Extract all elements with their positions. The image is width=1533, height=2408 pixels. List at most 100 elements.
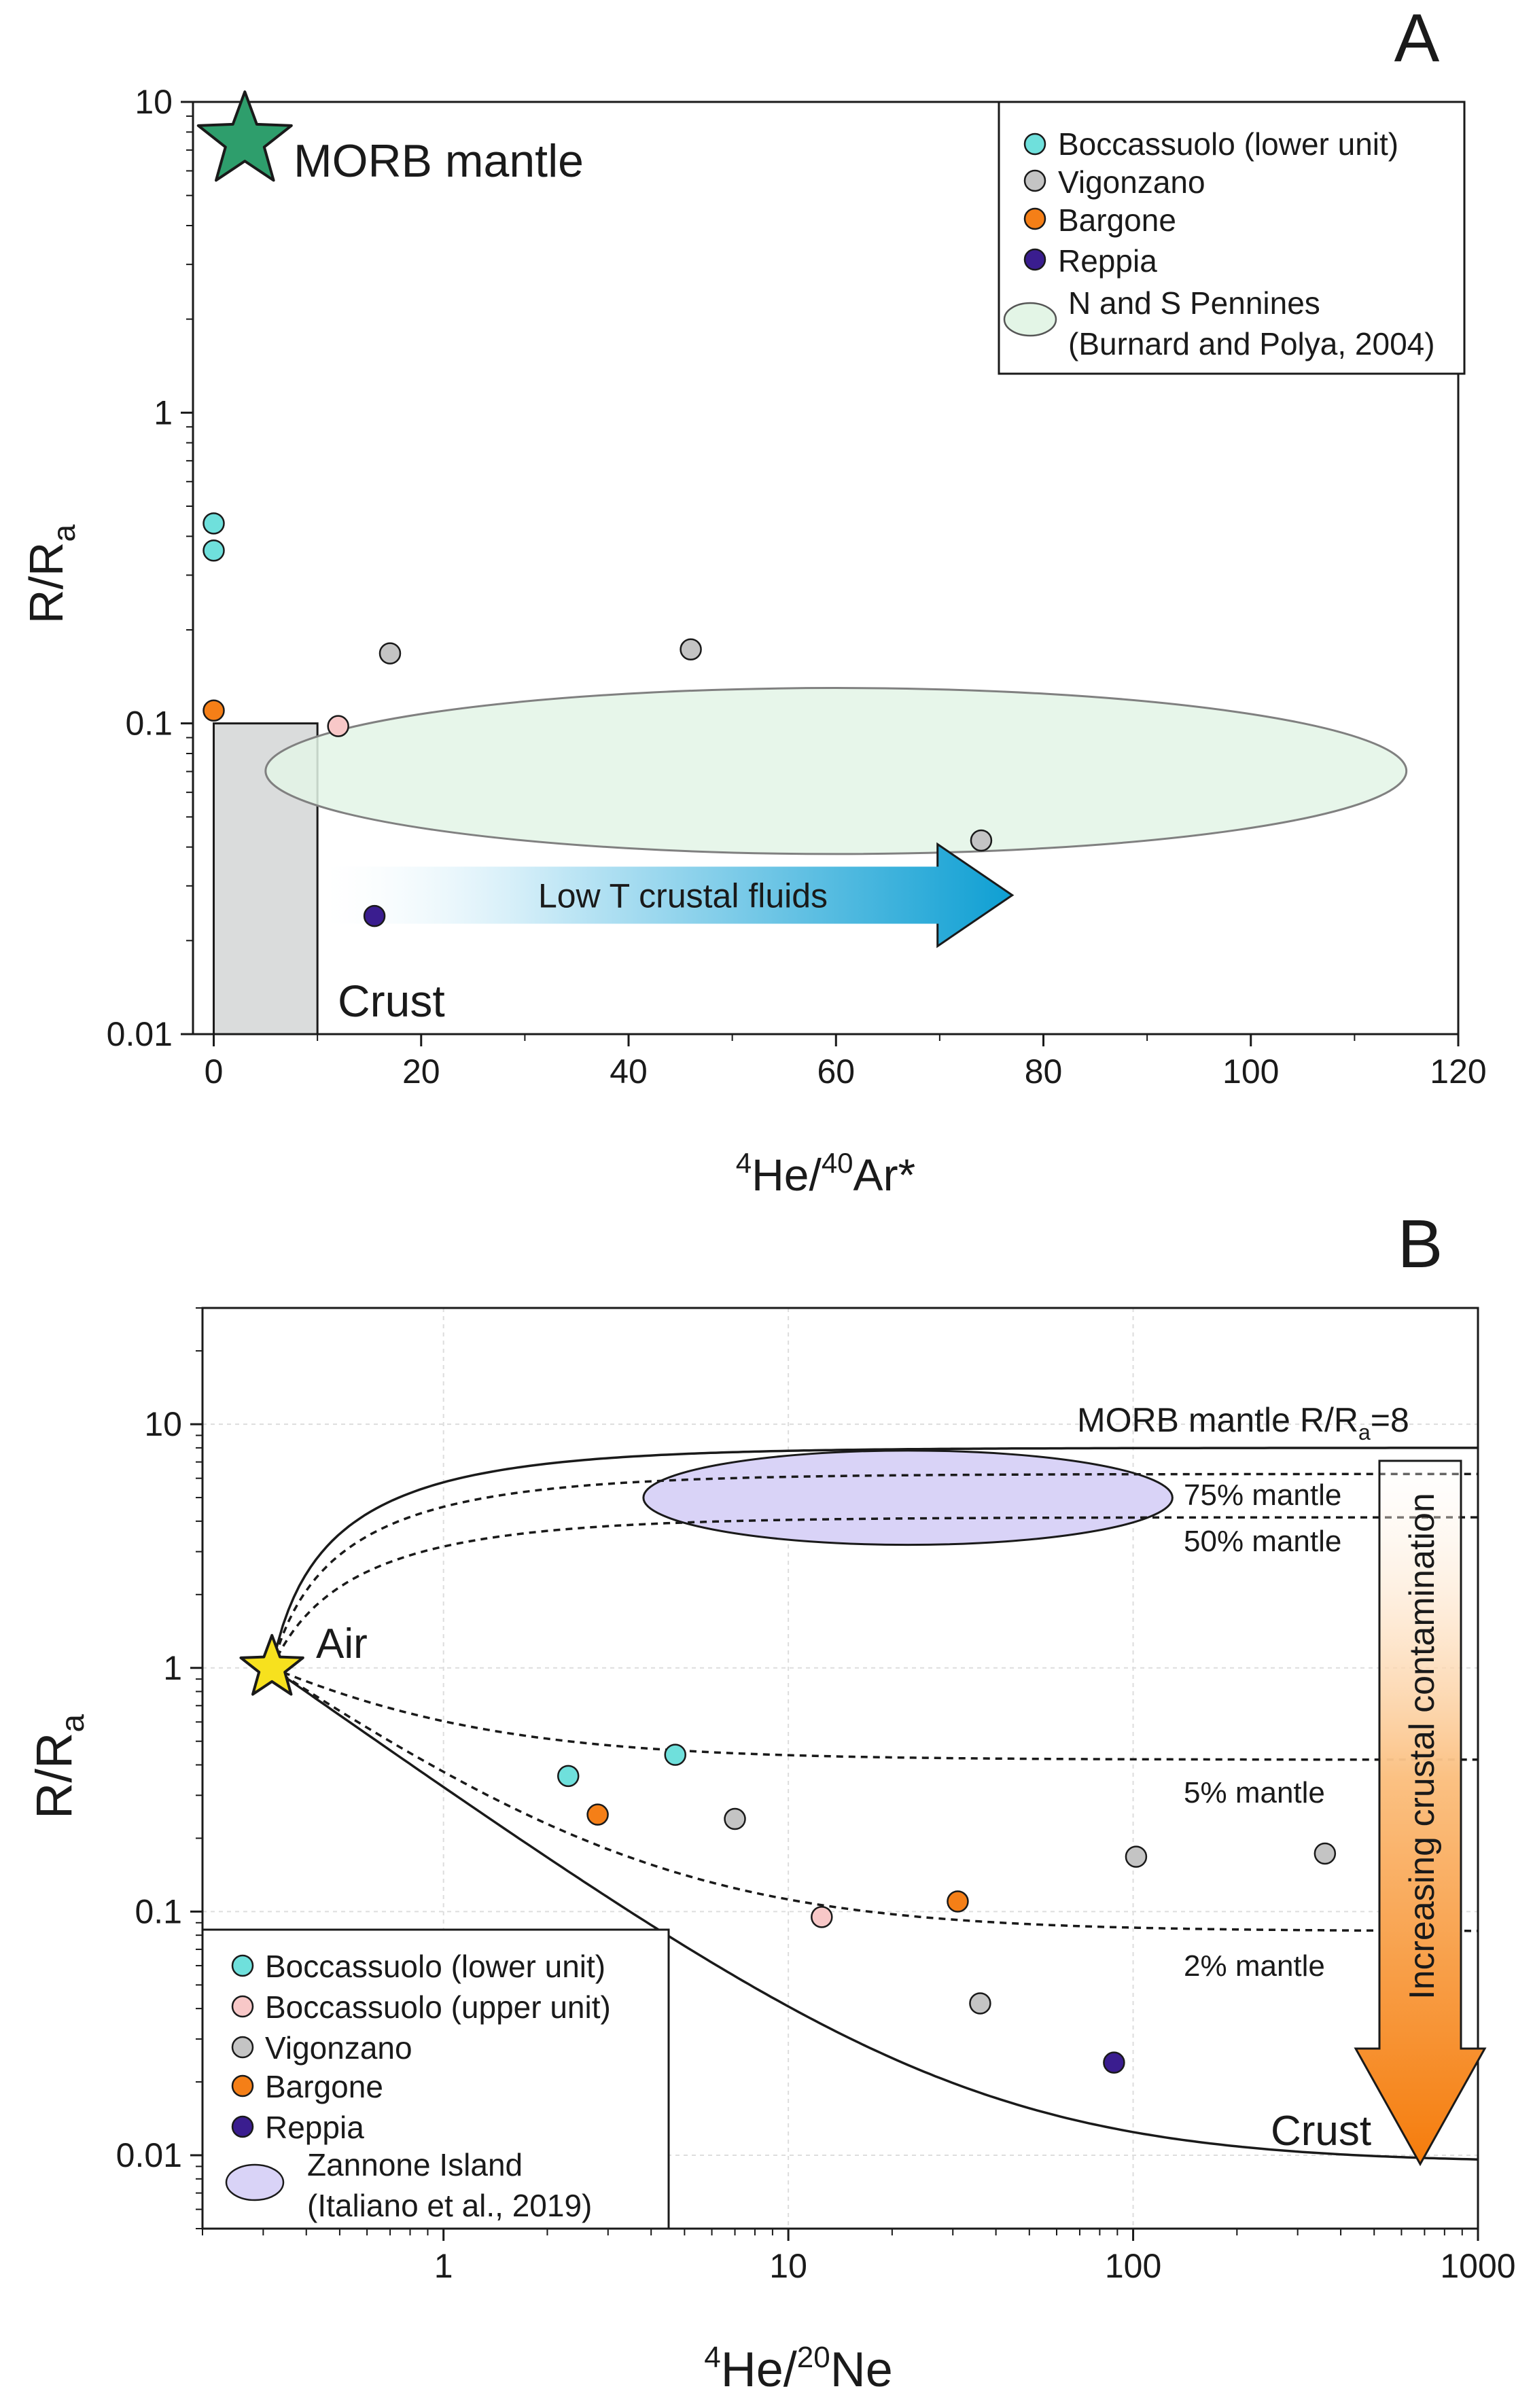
panel-b-frame <box>201 1307 1479 2230</box>
arrow-label: Low T crustal fluids <box>538 877 828 915</box>
panel-b-points <box>557 1743 1337 2074</box>
panel-b-xlabel: 4He/20Ne <box>704 2341 893 2397</box>
x-tick-label: 80 <box>1025 1052 1063 1091</box>
crust-label: Crust <box>338 976 445 1026</box>
low-t-arrow <box>325 842 1015 949</box>
data-point-vigonzano <box>680 638 702 661</box>
y-tick-label: 0.1 <box>135 1892 182 1930</box>
legend-ellipse-pennines <box>1003 302 1057 337</box>
mixing-line <box>270 1447 1478 1669</box>
x-tick-label: 1000 <box>1440 2247 1515 2285</box>
panel-a-ylabel: R/Ra <box>20 525 82 624</box>
y-tick-label: 0.01 <box>116 2136 182 2174</box>
legend-dot-bargone <box>1023 207 1046 230</box>
data-point-vigonzano <box>969 1992 991 2015</box>
legend-label: Reppia <box>265 2110 364 2145</box>
morb-mantle-label: MORB mantle <box>294 135 584 187</box>
data-point-bargone <box>947 1890 969 1913</box>
pennines-ellipse <box>264 687 1408 855</box>
y-tick-label: 10 <box>144 1405 182 1443</box>
morb-mantle-ratio-label: MORB mantle R/Ra=8 <box>1077 1401 1409 1445</box>
mixing-line <box>271 1667 1478 1932</box>
legend-box <box>998 101 1466 375</box>
panel-a-ticks: 0 20 40 60 80 100 120 0.01 0.1 1 10 <box>107 83 1487 1091</box>
data-point-vigonzano <box>1314 1842 1337 1865</box>
legend-dot-boccassuolo-upper <box>231 1995 254 2018</box>
x-tick-label: 20 <box>402 1052 440 1091</box>
data-point-vigonzano <box>378 642 402 665</box>
x-tick-label: 100 <box>1105 2247 1161 2285</box>
data-point-vigonzano <box>1125 1845 1148 1868</box>
x-tick-label: 0 <box>205 1052 224 1091</box>
legend-label: Boccassuolo (lower unit) <box>265 1949 605 1984</box>
x-tick-label: 60 <box>817 1052 855 1091</box>
mixing-line <box>271 1667 1478 1761</box>
legend-label: (Burnard and Polya, 2004) <box>1068 326 1435 361</box>
zannone-field <box>642 1449 1174 1546</box>
legend-dot-vigonzano <box>231 2036 254 2059</box>
y-tick-label: 1 <box>163 1649 182 1687</box>
legend-dot-bargone <box>231 2074 254 2097</box>
x-tick-label: 40 <box>610 1052 648 1091</box>
legend-label: Vigonzano <box>1058 164 1205 200</box>
legend-label: Bargone <box>265 2069 383 2104</box>
legend-label: (Italiano et al., 2019) <box>307 2188 592 2223</box>
legend-ellipse-zannone <box>225 2163 285 2201</box>
y-tick-label: 0.01 <box>107 1015 173 1053</box>
label-50-mantle: 50% mantle <box>1184 1525 1341 1558</box>
data-point-vigonzano <box>970 829 993 852</box>
mixing-lines <box>270 1447 1479 2161</box>
legend-dot-boccassuolo-lower <box>231 1954 254 1977</box>
panel-a-points <box>202 512 993 927</box>
panel-b: Increasing crustal contamination 1 10 100 1… <box>26 1206 1516 2397</box>
zannone-ellipse <box>642 1449 1174 1546</box>
mixing-line <box>271 1667 1479 2161</box>
arrow-down-icon <box>1354 1459 1487 2167</box>
data-point-reppia <box>363 904 386 927</box>
data-point-reppia <box>1103 2051 1125 2074</box>
panel-a: 0 20 40 60 80 100 120 0.01 0.1 1 10 Low T crustal … <box>20 0 1487 1200</box>
panel-label-a: A <box>1394 0 1440 76</box>
mixing-line <box>270 1516 1478 1669</box>
panel-b-legend: Boccassuolo (lower unit) Boccassuolo (up… <box>201 1928 670 2230</box>
data-point-bargone <box>202 699 225 722</box>
x-tick-label: 10 <box>769 2247 807 2285</box>
y-tick-label: 10 <box>135 83 173 121</box>
legend-dot-vigonzano <box>1023 169 1046 192</box>
contamination-label: Increasing crustal contamination <box>1403 1493 1442 2000</box>
data-point-boccassuolo_upper <box>811 1906 833 1928</box>
legend-label: Boccassuolo (upper unit) <box>265 1989 611 2025</box>
air-star-shape <box>239 1633 304 1696</box>
panel-a-legend: Boccassuolo (lower unit) Vigonzano Bargo… <box>998 101 1466 375</box>
panel-label-b: B <box>1398 1206 1443 1282</box>
morb-star-shape <box>196 90 293 182</box>
x-tick-label: 1 <box>434 2247 453 2285</box>
y-tick-label: 0.1 <box>125 705 173 743</box>
morb-star-icon <box>196 90 293 182</box>
label-75-mantle: 75% mantle <box>1184 1479 1341 1512</box>
data-point-bargone <box>586 1803 609 1826</box>
x-tick-label: 100 <box>1222 1052 1279 1091</box>
pennines-field <box>264 687 1408 855</box>
legend-label: Vigonzano <box>265 2030 412 2066</box>
legend-dot-boccassuolo-lower <box>1023 132 1046 156</box>
y-tick-label: 1 <box>154 393 173 431</box>
legend-label: N and S Pennines <box>1068 285 1320 321</box>
air-star-icon <box>239 1633 304 1696</box>
data-point-boccassuolo_upper <box>327 715 349 737</box>
crust-curve-label: Crust <box>1271 2108 1371 2155</box>
arrow-head-outline <box>936 842 1015 949</box>
data-point-boccassuolo_lower <box>202 539 225 562</box>
panel-b-ylabel: R/Ra <box>26 1714 91 1819</box>
label-2-mantle: 2% mantle <box>1184 1949 1325 1983</box>
legend-dot-reppia <box>1023 248 1046 271</box>
legend-label: Zannone Island <box>307 2147 523 2182</box>
panel-b-ticks: 1 10 100 1000 0.01 0.1 1 10 <box>116 1307 1516 2285</box>
legend-label: Bargone <box>1058 202 1176 238</box>
air-label: Air <box>316 1621 368 1667</box>
contamination-arrow <box>1354 1459 1487 2167</box>
label-5-mantle: 5% mantle <box>1184 1776 1325 1809</box>
data-point-boccassuolo_lower <box>202 512 225 535</box>
legend-dot-reppia <box>231 2115 254 2138</box>
